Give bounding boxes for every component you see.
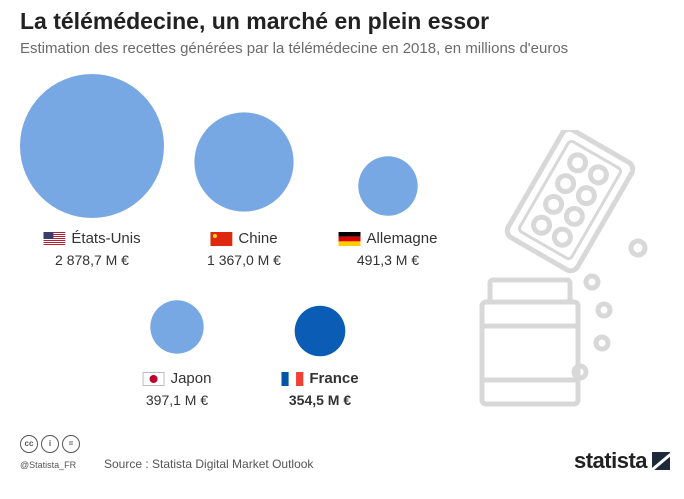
chart-title: La télémédecine, un marché en plein esso… xyxy=(20,8,490,34)
country-name: France xyxy=(309,370,359,387)
cc-icon: cc xyxy=(20,435,38,453)
social-handle: @Statista_FR xyxy=(20,460,77,470)
value-label: 397,1 M € xyxy=(145,392,209,408)
country-label: Chine xyxy=(210,230,278,247)
country-name: Japon xyxy=(170,370,212,387)
country-label: Allemagne xyxy=(338,230,438,247)
by-icon: i xyxy=(41,435,59,453)
bubble-france xyxy=(294,305,346,357)
flag-jp-icon xyxy=(142,371,165,386)
medicine-illustration-icon xyxy=(479,130,648,407)
flag-fr-icon xyxy=(281,371,304,386)
bubble-allemagne xyxy=(358,156,418,216)
country-label: Japon xyxy=(142,370,212,387)
value-label: 1 367,0 M € xyxy=(207,252,281,268)
flag-cn-icon xyxy=(210,231,233,246)
statista-logo[interactable]: statista xyxy=(574,448,671,474)
country-name: Chine xyxy=(238,230,278,247)
country-label: États-Unis xyxy=(43,230,141,247)
nd-icon: = xyxy=(62,435,80,453)
chart-subtitle: Estimation des recettes générées par la … xyxy=(20,40,569,57)
flag-de-icon xyxy=(338,231,361,246)
license-icons: cc i = xyxy=(20,435,80,453)
bubble-chine xyxy=(194,112,294,212)
statista-mark-icon xyxy=(652,452,671,470)
country-label: France xyxy=(281,370,359,387)
flag-us-icon xyxy=(43,231,66,246)
country-name: Allemagne xyxy=(366,230,438,247)
bubble-chart xyxy=(20,74,418,357)
value-label: 2 878,7 M € xyxy=(55,252,129,268)
bubble-japon xyxy=(150,300,204,354)
source-note: Source : Statista Digital Market Outlook xyxy=(104,457,314,471)
brand-text: statista xyxy=(574,448,648,473)
value-label: 491,3 M € xyxy=(356,252,420,268)
bubble-tatsunis xyxy=(20,74,164,218)
value-label: 354,5 M € xyxy=(288,392,352,408)
country-name: États-Unis xyxy=(71,230,141,247)
